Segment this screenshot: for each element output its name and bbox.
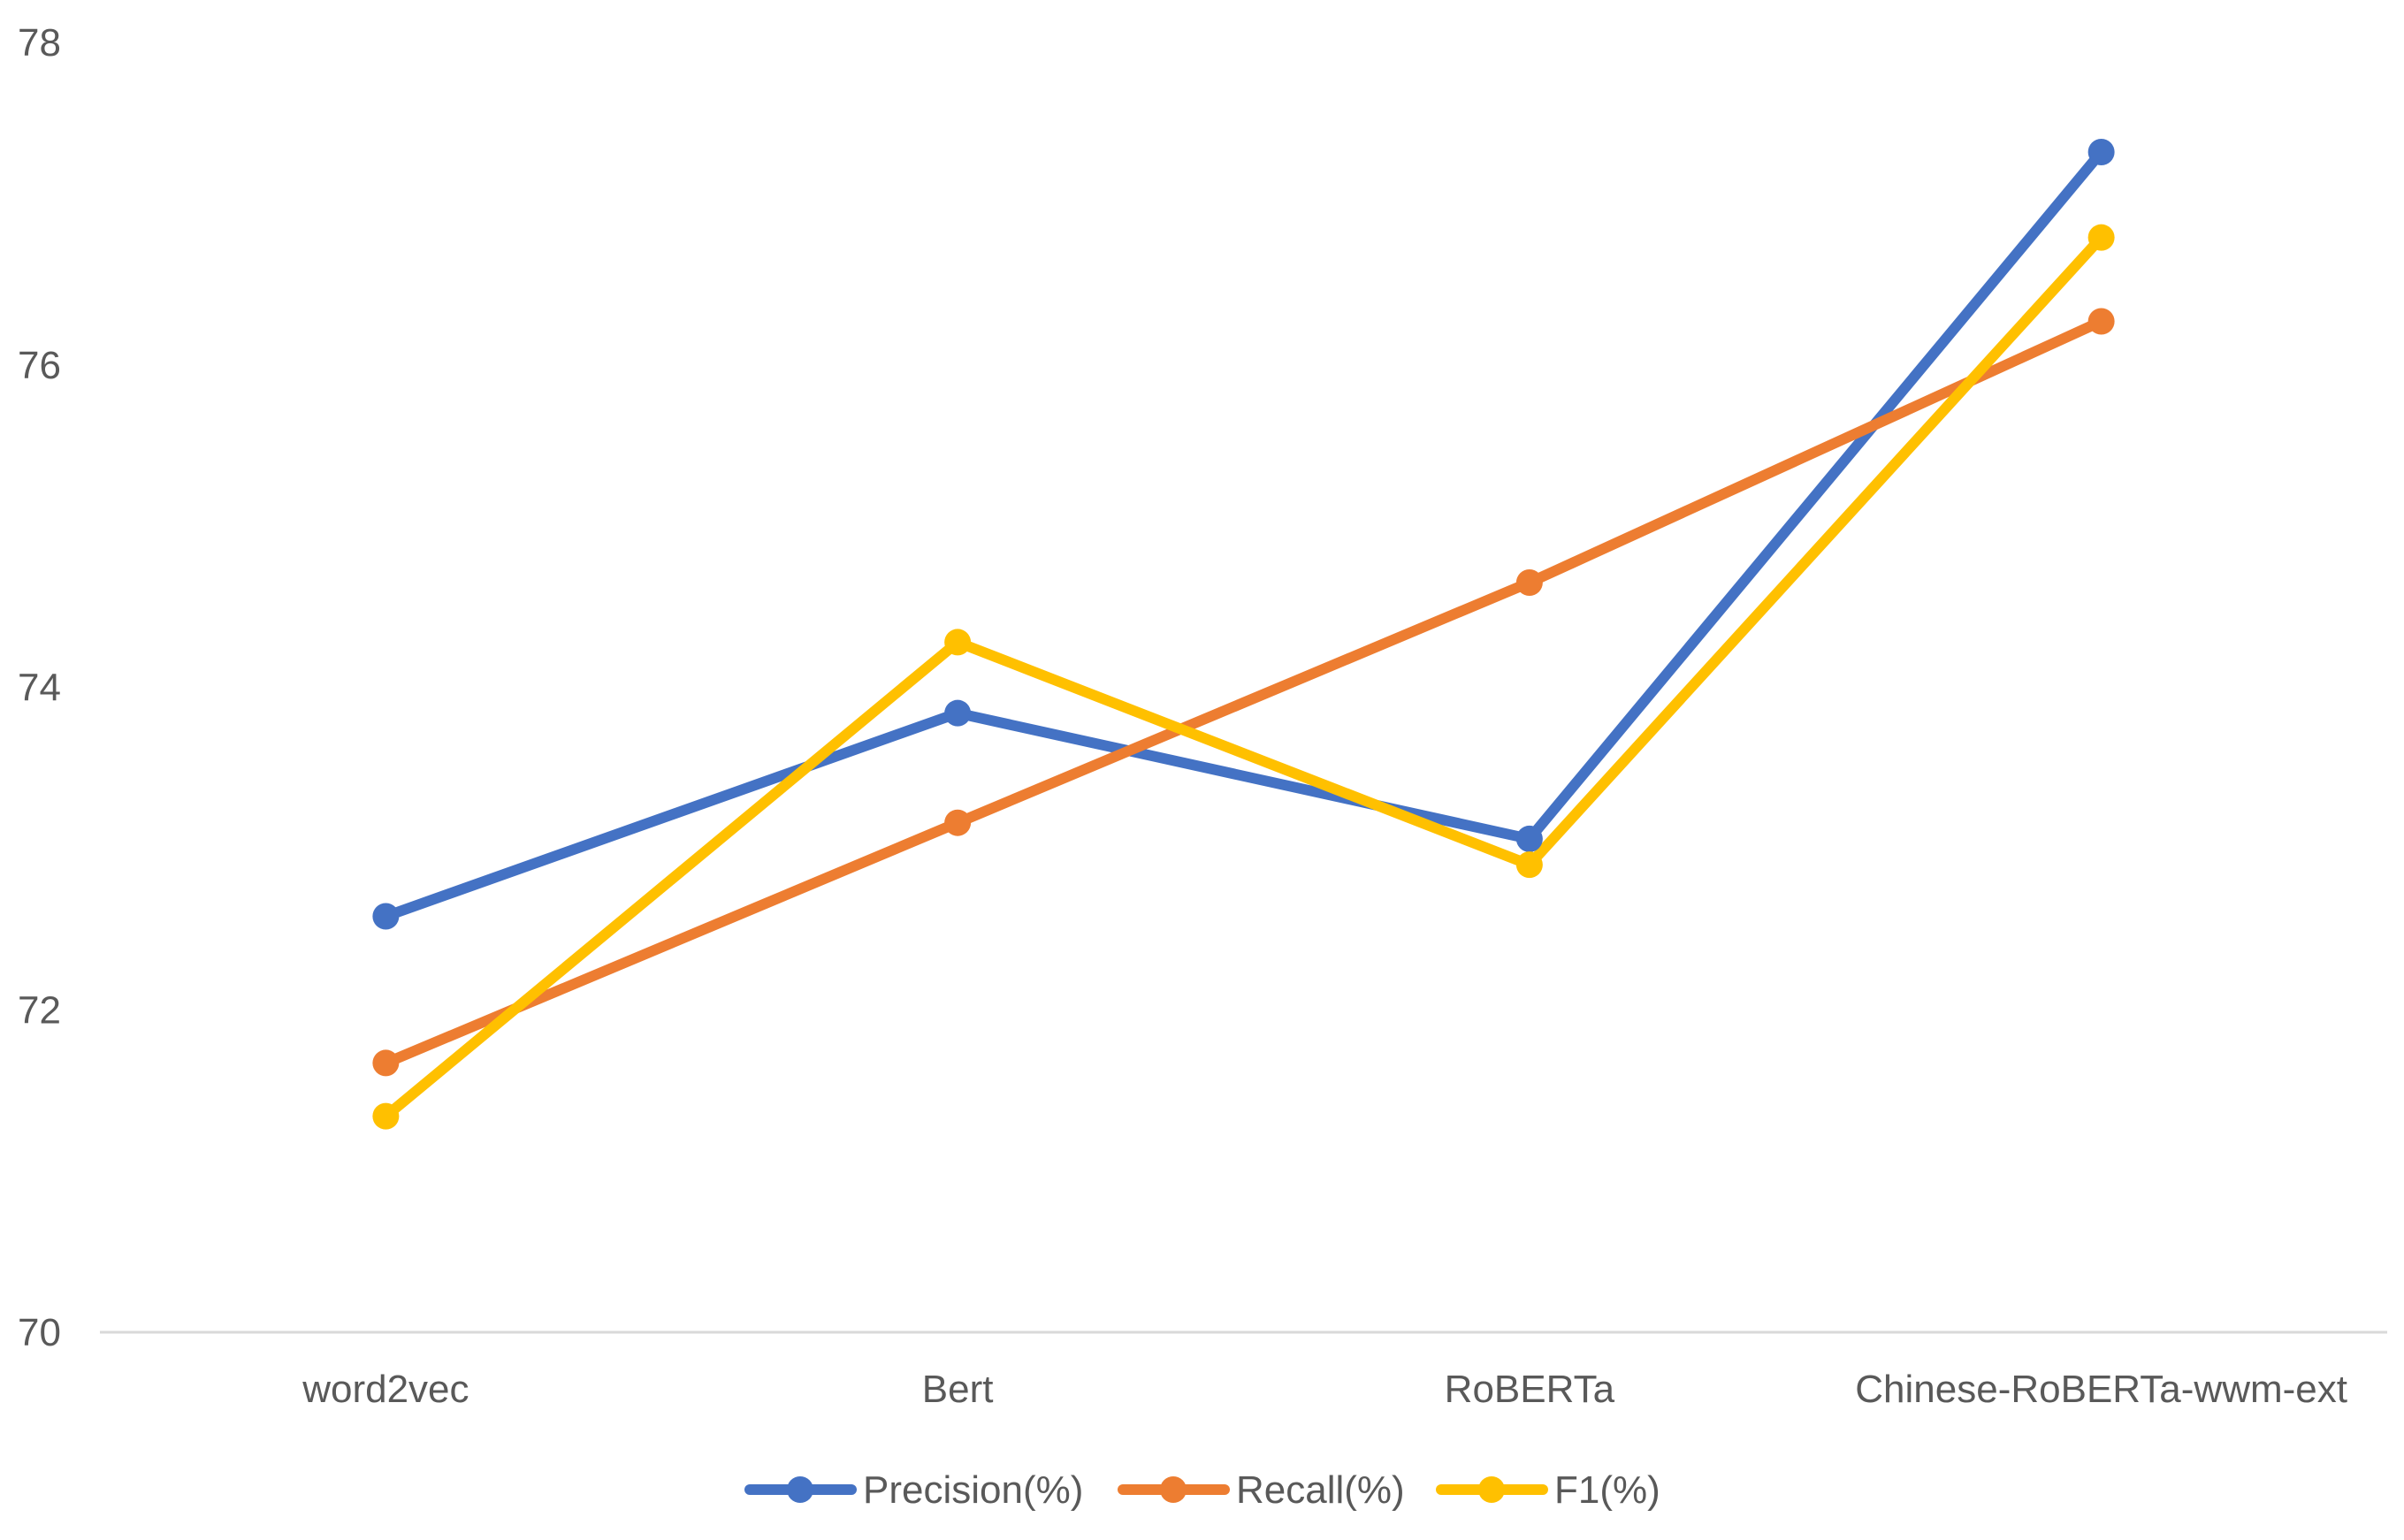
legend: Precision(%) Recall(%) F1(%)	[744, 1468, 1660, 1512]
legend-swatch-marker	[787, 1476, 813, 1503]
x-category-label: RoBERTa	[1445, 1368, 1615, 1411]
data-point	[372, 903, 400, 930]
legend-swatch-marker	[1478, 1476, 1505, 1503]
data-point	[944, 629, 972, 656]
x-axis-category-labels: word2vec Bert RoBERTa Chinese-RoBERTa-wwm-e…	[301, 1368, 2347, 1411]
series-line	[380, 147, 2107, 922]
x-category-label: Chinese-RoBERTa-wwm-ext	[1855, 1368, 2347, 1411]
legend-label: F1(%)	[1554, 1468, 1660, 1512]
data-point	[372, 1102, 400, 1130]
data-point	[372, 1049, 400, 1077]
series-line	[380, 316, 2107, 1069]
data-point	[2087, 139, 2115, 166]
data-point	[2087, 308, 2115, 335]
legend-label: Precision(%)	[863, 1468, 1083, 1512]
x-category-label: word2vec	[301, 1368, 469, 1411]
data-point	[944, 809, 972, 836]
data-point	[2087, 224, 2115, 251]
legend-label: Recall(%)	[1236, 1468, 1405, 1512]
series-points	[372, 139, 2115, 1130]
data-point	[1515, 851, 1543, 879]
y-axis-tick-labels: 70 72 74 76 78	[18, 21, 61, 1354]
x-category-label: Bert	[922, 1368, 994, 1411]
legend-swatch-marker	[1160, 1476, 1187, 1503]
series-lines	[380, 147, 2107, 1122]
y-tick-label: 76	[18, 344, 61, 387]
y-tick-label: 74	[18, 667, 61, 710]
data-point	[1515, 568, 1543, 596]
data-point	[1515, 825, 1543, 852]
y-tick-label: 70	[18, 1311, 61, 1354]
y-tick-label: 78	[18, 21, 61, 65]
y-tick-label: 72	[18, 988, 61, 1032]
data-point	[944, 699, 972, 727]
series-line	[380, 232, 2107, 1122]
